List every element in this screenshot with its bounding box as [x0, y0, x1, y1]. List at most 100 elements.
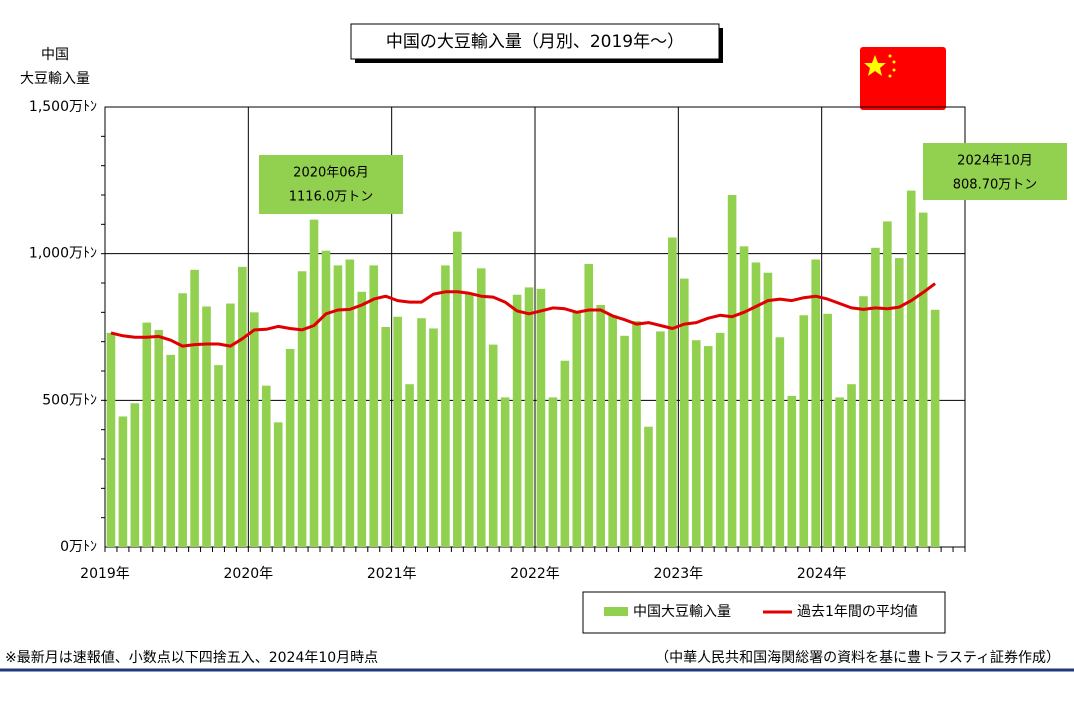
bar — [226, 303, 235, 547]
flag — [860, 47, 946, 110]
title-box — [350, 23, 720, 60]
bar — [751, 262, 761, 547]
bar — [369, 265, 379, 547]
bar — [166, 354, 175, 547]
bar — [906, 190, 916, 547]
annotation-date: 2020年06月 — [293, 166, 369, 181]
bar — [668, 237, 677, 548]
legend-label: 中国大豆輸入量 — [633, 604, 731, 620]
y-tick-label: 1,500万ﾄﾝ — [29, 99, 97, 115]
average-line — [110, 282, 936, 348]
bar — [453, 231, 462, 547]
bar — [465, 293, 474, 547]
bar — [476, 268, 486, 547]
bar — [214, 365, 223, 547]
x-tick-label: 2021年 — [367, 566, 417, 582]
x-tick-label: 2022年 — [510, 566, 560, 582]
x-tick-label: 2023年 — [654, 566, 704, 582]
bar — [238, 266, 247, 547]
bar — [154, 329, 164, 547]
flag-star — [892, 68, 896, 72]
y-tick-label: 0万ﾄﾝ — [60, 539, 97, 555]
annotation-value: 808.70万トン — [953, 178, 1038, 193]
bar — [560, 360, 570, 547]
chart-title: 中国の大豆輸入量（月別、2019年～） — [386, 32, 684, 52]
annotation-value: 1116.0万トン — [289, 190, 374, 205]
bar — [823, 313, 832, 547]
bar — [321, 250, 331, 547]
bar — [417, 318, 426, 547]
footnote: ※最新月は速報値、小数点以下四捨五入、2024年10月時点 — [5, 649, 378, 666]
bar — [608, 315, 617, 547]
bar — [285, 349, 295, 547]
bar — [918, 212, 928, 547]
bar — [799, 315, 809, 547]
annotation-box — [259, 155, 403, 214]
y-tick-label: 500万ﾄﾝ — [42, 392, 97, 408]
bar — [739, 246, 749, 548]
flag-star — [888, 74, 892, 78]
bar — [106, 332, 116, 547]
bar — [202, 306, 211, 547]
bar — [787, 395, 797, 547]
bar — [763, 272, 773, 547]
bar — [847, 384, 856, 547]
bar — [680, 278, 689, 547]
bar — [775, 337, 785, 547]
bar — [178, 293, 187, 547]
bar — [584, 263, 594, 547]
legend-swatch — [604, 607, 628, 616]
bar — [405, 384, 414, 547]
x-tick-label: 2024年 — [797, 566, 847, 582]
flag-field — [860, 47, 946, 110]
bar — [656, 331, 665, 547]
annotation-box — [923, 143, 1067, 200]
bar — [620, 335, 629, 547]
bar — [250, 312, 259, 547]
bar — [930, 309, 940, 547]
flag-star — [888, 54, 892, 58]
bar — [883, 221, 892, 547]
bar — [357, 291, 367, 547]
bar — [835, 397, 844, 547]
bar — [441, 265, 450, 547]
annotation-date: 2024年10月 — [957, 154, 1033, 169]
x-tick-label: 2020年 — [224, 566, 274, 582]
bar — [715, 332, 725, 547]
flag-star — [864, 55, 886, 76]
bar — [703, 346, 713, 547]
bar — [273, 422, 283, 547]
bar — [429, 328, 438, 547]
bar — [572, 312, 582, 547]
bar — [309, 219, 319, 547]
bar — [727, 195, 737, 547]
y-axis-title: 大豆輸入量 — [20, 71, 90, 87]
bar — [333, 265, 343, 547]
bar — [512, 294, 522, 547]
bar — [632, 321, 641, 547]
flag-star — [892, 60, 896, 64]
bar — [130, 403, 140, 547]
bar — [548, 397, 558, 547]
bar — [488, 344, 498, 547]
bar — [393, 316, 402, 547]
bar — [500, 397, 510, 547]
bar — [261, 385, 271, 547]
x-tick-label: 2019年 — [80, 566, 130, 582]
bar — [691, 340, 701, 547]
bar — [142, 322, 152, 547]
bar — [297, 271, 307, 547]
bar — [536, 288, 546, 547]
bar — [644, 426, 653, 547]
source-note: （中華人民共和国海関総署の資料を基に豊トラスティ証券作成） — [655, 649, 1060, 666]
bar — [118, 416, 128, 547]
bar — [190, 269, 199, 547]
bar — [859, 296, 868, 547]
bar — [811, 259, 820, 547]
y-axis-title: 中国 — [41, 47, 69, 63]
legend-label: 過去1年間の平均値 — [797, 604, 918, 620]
bar — [895, 258, 904, 547]
bar — [381, 327, 390, 547]
bar — [596, 305, 605, 547]
